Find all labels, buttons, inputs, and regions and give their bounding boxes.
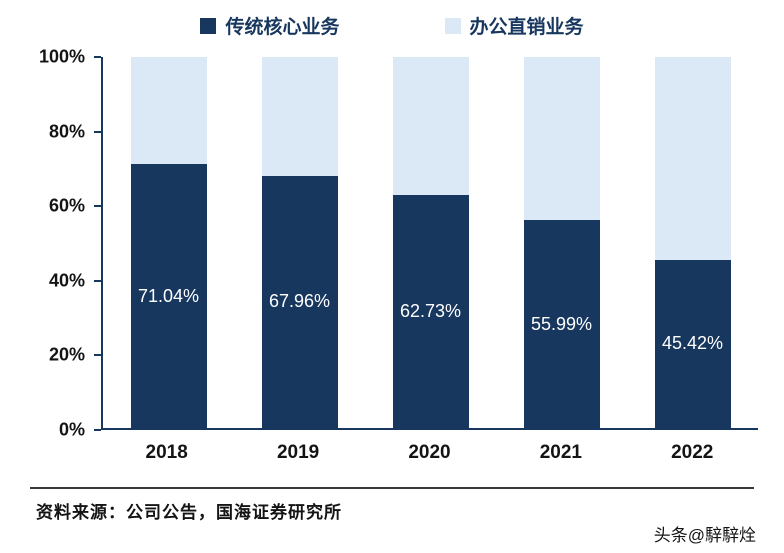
x-axis-labels: 2018 2019 2020 2021 2022 [101,442,758,464]
legend-label-core-business: 传统核心业务 [225,17,340,38]
y-tick-label: 20% [48,344,85,365]
bar-value-label: 45.42% [661,333,724,354]
y-tick-label: 0% [58,419,85,440]
x-tick-label-2021: 2021 [539,442,582,463]
bar-segment-direct-sales [130,57,207,165]
bar-segment-direct-sales [261,57,338,176]
y-tick-label: 40% [48,270,85,291]
y-axis: 100% 80% 60% 40% 20% 0% [0,47,101,440]
y-tick-mark [94,205,101,208]
bar-2019: 67.96% [261,57,338,428]
legend-item-core-business: 传统核心业务 [200,12,340,39]
bar-segment-core-business: 71.04% [130,164,207,428]
y-tick-mark [94,56,101,58]
y-tick-mark [94,354,101,357]
y-tick-mark [94,130,101,133]
y-tick-mark [94,429,101,431]
legend-item-direct-sales: 办公直销业务 [444,12,584,39]
bar-value-label: 62.73% [399,301,462,322]
y-tick-label: 80% [48,121,85,142]
x-tick-label-2018: 2018 [145,442,188,463]
bar-value-label: 71.04% [137,285,200,306]
y-tick-mark [94,279,101,282]
legend-swatch-direct-sales [444,17,461,34]
bar-2020: 62.73% [392,57,469,428]
legend-swatch-core-business [200,17,217,34]
legend-label-direct-sales: 办公直销业务 [469,17,584,38]
source-note: 资料来源：公司公告，国海证券研究所 [36,503,342,522]
y-tick-label: 100% [38,46,85,67]
chart-legend: 传统核心业务 办公直销业务 [0,12,784,39]
bar-2021: 55.99% [523,57,600,428]
watermark: 头条@騂騂烇 [653,526,756,545]
bar-segment-direct-sales [392,57,469,196]
bar-2018: 71.04% [130,57,207,428]
x-tick-label-2022: 2022 [671,442,714,463]
bar-value-label: 67.96% [268,291,331,312]
y-tick-label: 60% [48,195,85,216]
divider-line [30,487,754,489]
bar-value-label: 55.99% [530,313,593,334]
x-tick-label-2019: 2019 [276,442,320,463]
bar-segment-core-business: 45.42% [654,259,731,428]
bar-2022: 45.42% [654,57,731,428]
x-tick-label-2020: 2020 [408,442,451,463]
bar-segment-core-business: 67.96% [261,175,338,428]
bar-segment-direct-sales [523,57,600,221]
bar-segment-core-business: 55.99% [523,220,600,428]
plot-area: 71.04% 67.96% 62.73% 55.99% 45.42% [101,57,758,430]
bar-segment-core-business: 62.73% [392,195,469,428]
bar-segment-direct-sales [654,57,731,260]
